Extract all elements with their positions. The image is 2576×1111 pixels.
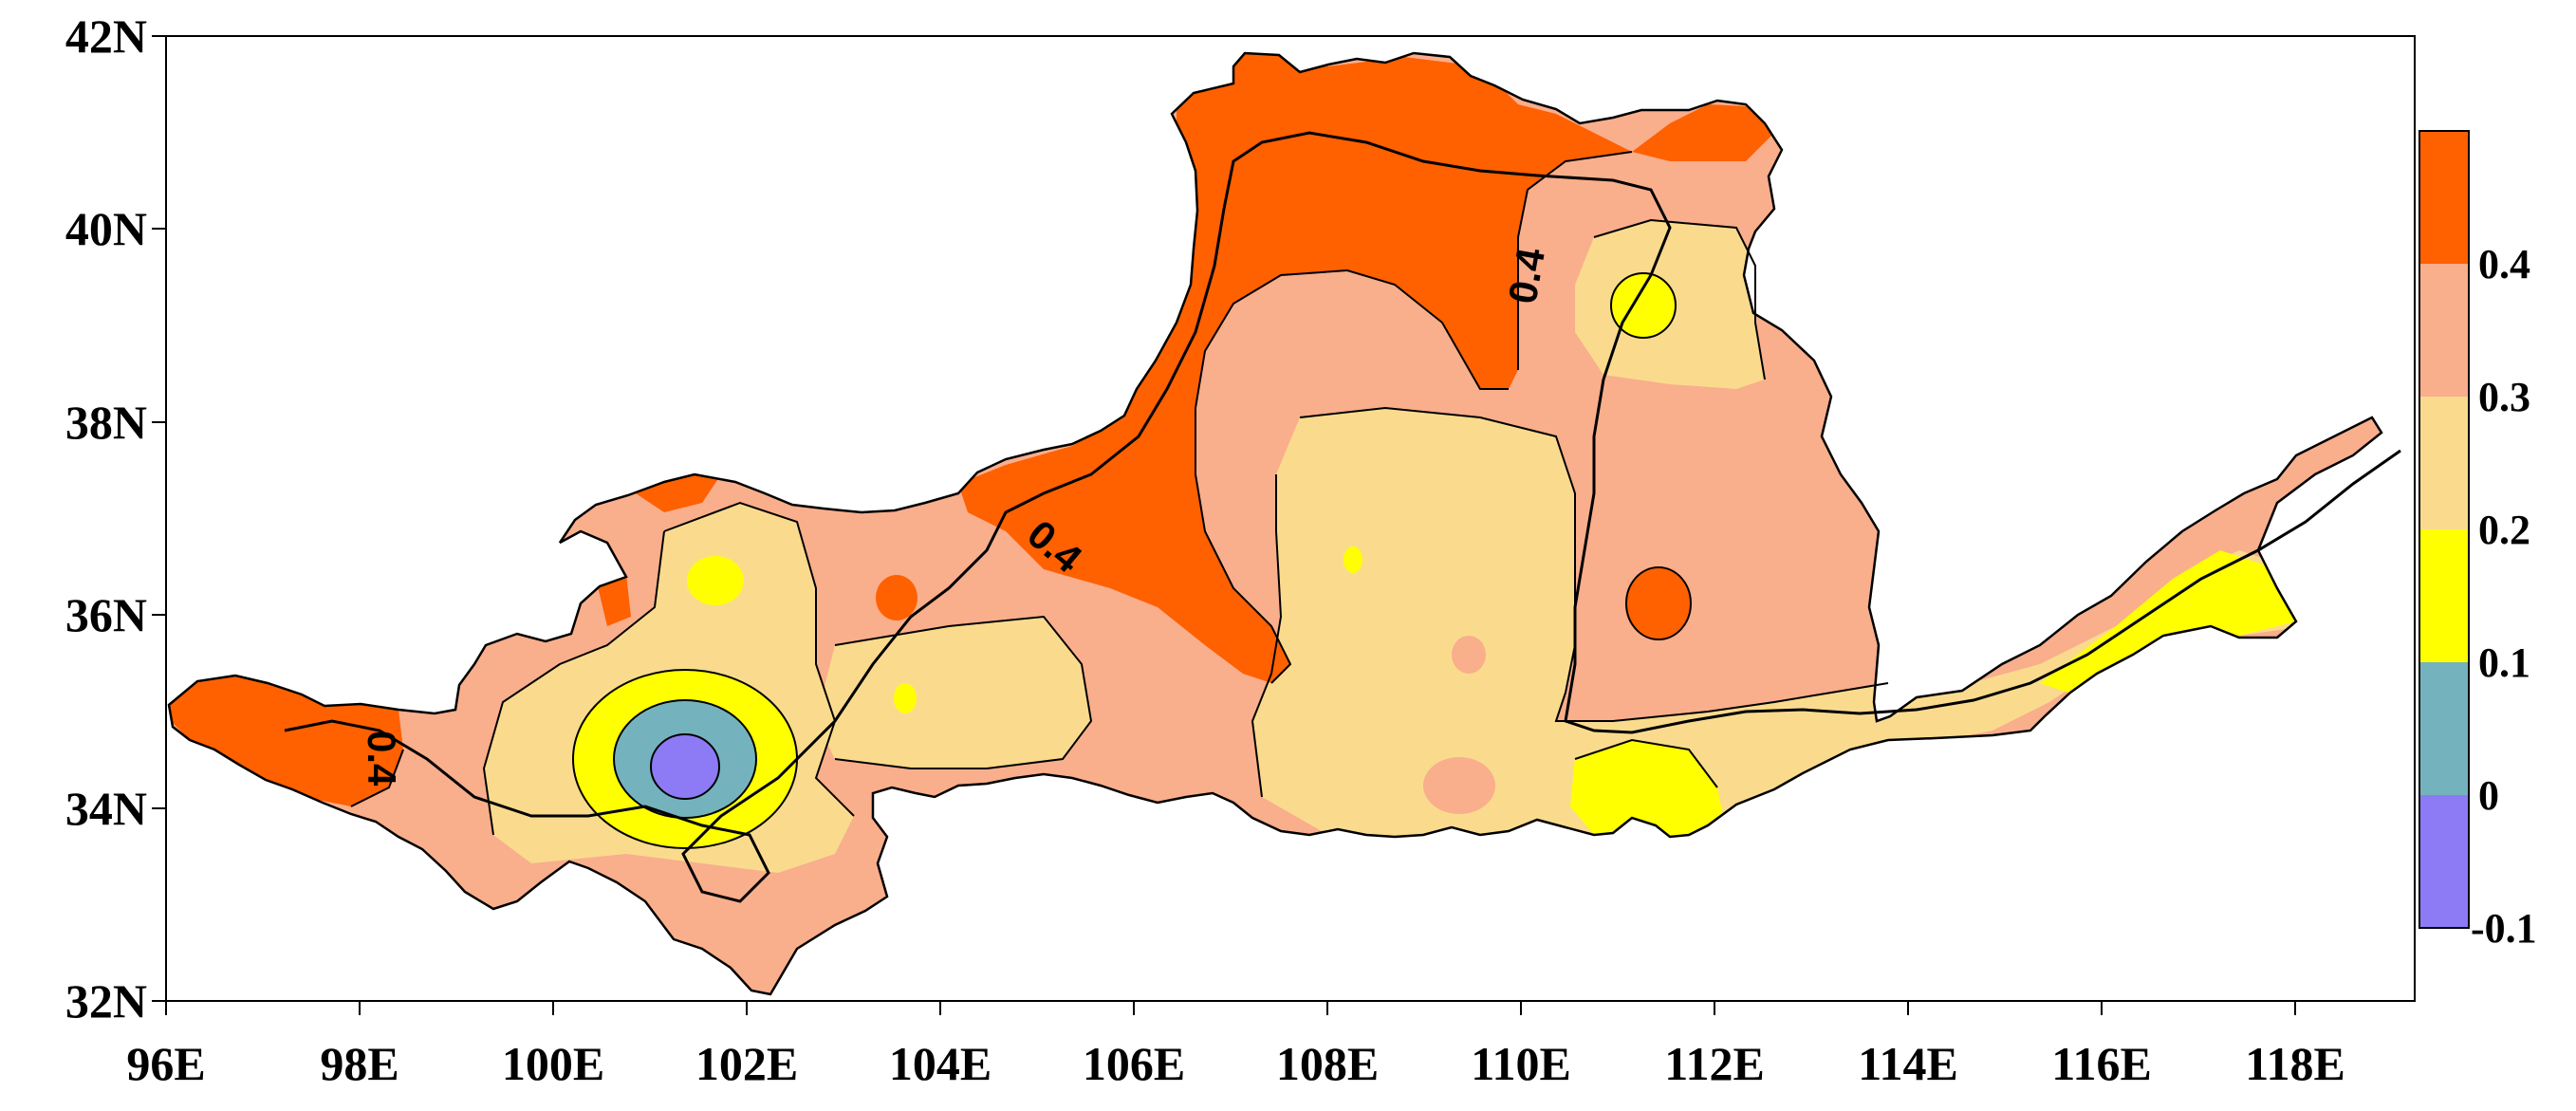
contour-line-layer xyxy=(350,151,1889,849)
x-tick-label: 112E xyxy=(1664,1037,1765,1090)
fill-spot-orange-5 xyxy=(596,574,631,626)
x-axis-labels: 96E 98E 100E 102E 104E 106E 108E 110E 11… xyxy=(126,1037,2344,1090)
colorbar-swatch-0-0.1 xyxy=(2419,662,2469,795)
y-tick-label: 42N xyxy=(65,9,147,63)
y-tick-label: 32N xyxy=(65,974,147,1028)
contour-line-0.3-east xyxy=(1299,406,1889,722)
colorbar-frame xyxy=(2418,130,2470,929)
contour-line-0.3-east-west-edge xyxy=(1251,474,1283,798)
fill-spot-yellow-3 xyxy=(687,556,744,605)
y-tick-label: 36N xyxy=(65,588,147,641)
contour-line-0 xyxy=(650,733,720,800)
x-tick-label: 106E xyxy=(1083,1037,1185,1090)
contour-label-0.4-west: 0.4 xyxy=(360,731,404,787)
contour-line-0.2-ne xyxy=(1610,272,1677,339)
contour-line-0.4-north-east-edge xyxy=(1517,151,1633,370)
fill-band-0.1-0.2-south xyxy=(1570,740,1727,844)
y-axis-labels: 32N 34N 36N 38N 40N 42N xyxy=(65,9,147,1028)
x-tick-label: 102E xyxy=(695,1037,798,1090)
fill-spot-salmon-2 xyxy=(1452,636,1486,674)
fill-band-gt-0.4-west xyxy=(169,674,403,806)
colorbar-label: 0.4 xyxy=(2478,241,2530,287)
basin-boundary xyxy=(167,51,2383,996)
contour-label-0.4-north: 0.4 xyxy=(1500,244,1554,306)
colorbar-swatch-gt-0.4 xyxy=(2419,131,2469,264)
fill-band-0.1-0.2-tail xyxy=(2040,550,2296,693)
plot-frame xyxy=(165,35,2416,1002)
river-line xyxy=(284,131,2401,903)
x-tick-label: 114E xyxy=(1858,1037,1958,1090)
colorbar-label: 0.1 xyxy=(2478,639,2530,686)
contour-line-0.1 xyxy=(613,699,757,819)
contour-line-0.4-spot xyxy=(1625,566,1692,640)
fill-spot-orange-2 xyxy=(876,575,917,620)
y-tick-label: 40N xyxy=(65,202,147,255)
colorbar-swatch-0.1-0.2 xyxy=(2419,529,2469,662)
x-tick-label: 116E xyxy=(2051,1037,2152,1090)
contour-line-0.4-west xyxy=(350,749,404,807)
fill-spot-yellow-2 xyxy=(1611,273,1676,338)
contour-line-0.3-west xyxy=(663,501,855,817)
y-tick-label: 38N xyxy=(65,396,147,449)
colorbar-labels: 0.4 0.3 0.2 0.1 0 -0.1 xyxy=(2471,241,2537,952)
x-tick-label: 104E xyxy=(889,1037,991,1090)
contour-line-0.3-west-edge xyxy=(482,530,665,836)
contour-line-0.4-north xyxy=(1195,268,1509,684)
colorbar-label: 0.3 xyxy=(2478,374,2530,420)
colorbar-label: 0 xyxy=(2478,772,2499,819)
fill-band-gt-0.4-north xyxy=(958,53,1632,683)
contour-line-0.3-northeast xyxy=(1593,218,1766,380)
colorbar-swatch-0.3-0.4 xyxy=(2419,264,2469,397)
colorbar-label: 0.2 xyxy=(2478,507,2530,553)
y-axis-ticks xyxy=(152,35,166,1002)
contour-line-0.3-central xyxy=(834,615,1093,769)
fill-band-0.2-0.3-east xyxy=(1252,408,1917,844)
fill-band-0.2-0.3-central xyxy=(816,617,1091,768)
fill-spot-yellow-1 xyxy=(1344,546,1362,573)
fill-spot-salmon-1 xyxy=(1423,757,1495,814)
fill-band-gt-0.4-northeast xyxy=(1632,104,1774,161)
contour-line-0.2-south xyxy=(1574,738,1718,788)
x-tick-label: 98E xyxy=(320,1037,398,1090)
colorbar-swatch-lt-0 xyxy=(2419,795,2469,928)
fill-spot-yellow-4 xyxy=(894,683,917,713)
x-tick-label: 96E xyxy=(126,1037,205,1090)
x-tick-label: 100E xyxy=(502,1037,604,1090)
colorbar-swatch-0.2-0.3 xyxy=(2419,397,2469,529)
x-tick-label: 118E xyxy=(2245,1037,2345,1090)
colorbar-label: -0.1 xyxy=(2471,905,2537,952)
x-tick-label: 108E xyxy=(1276,1037,1379,1090)
x-tick-label: 110E xyxy=(1471,1037,1571,1090)
fill-spot-orange-1 xyxy=(1626,567,1691,639)
fill-band-lt-0-bullseye xyxy=(651,734,719,799)
colorbar xyxy=(2418,130,2470,929)
y-tick-label: 34N xyxy=(65,782,147,835)
x-axis-ticks xyxy=(165,1001,2296,1015)
